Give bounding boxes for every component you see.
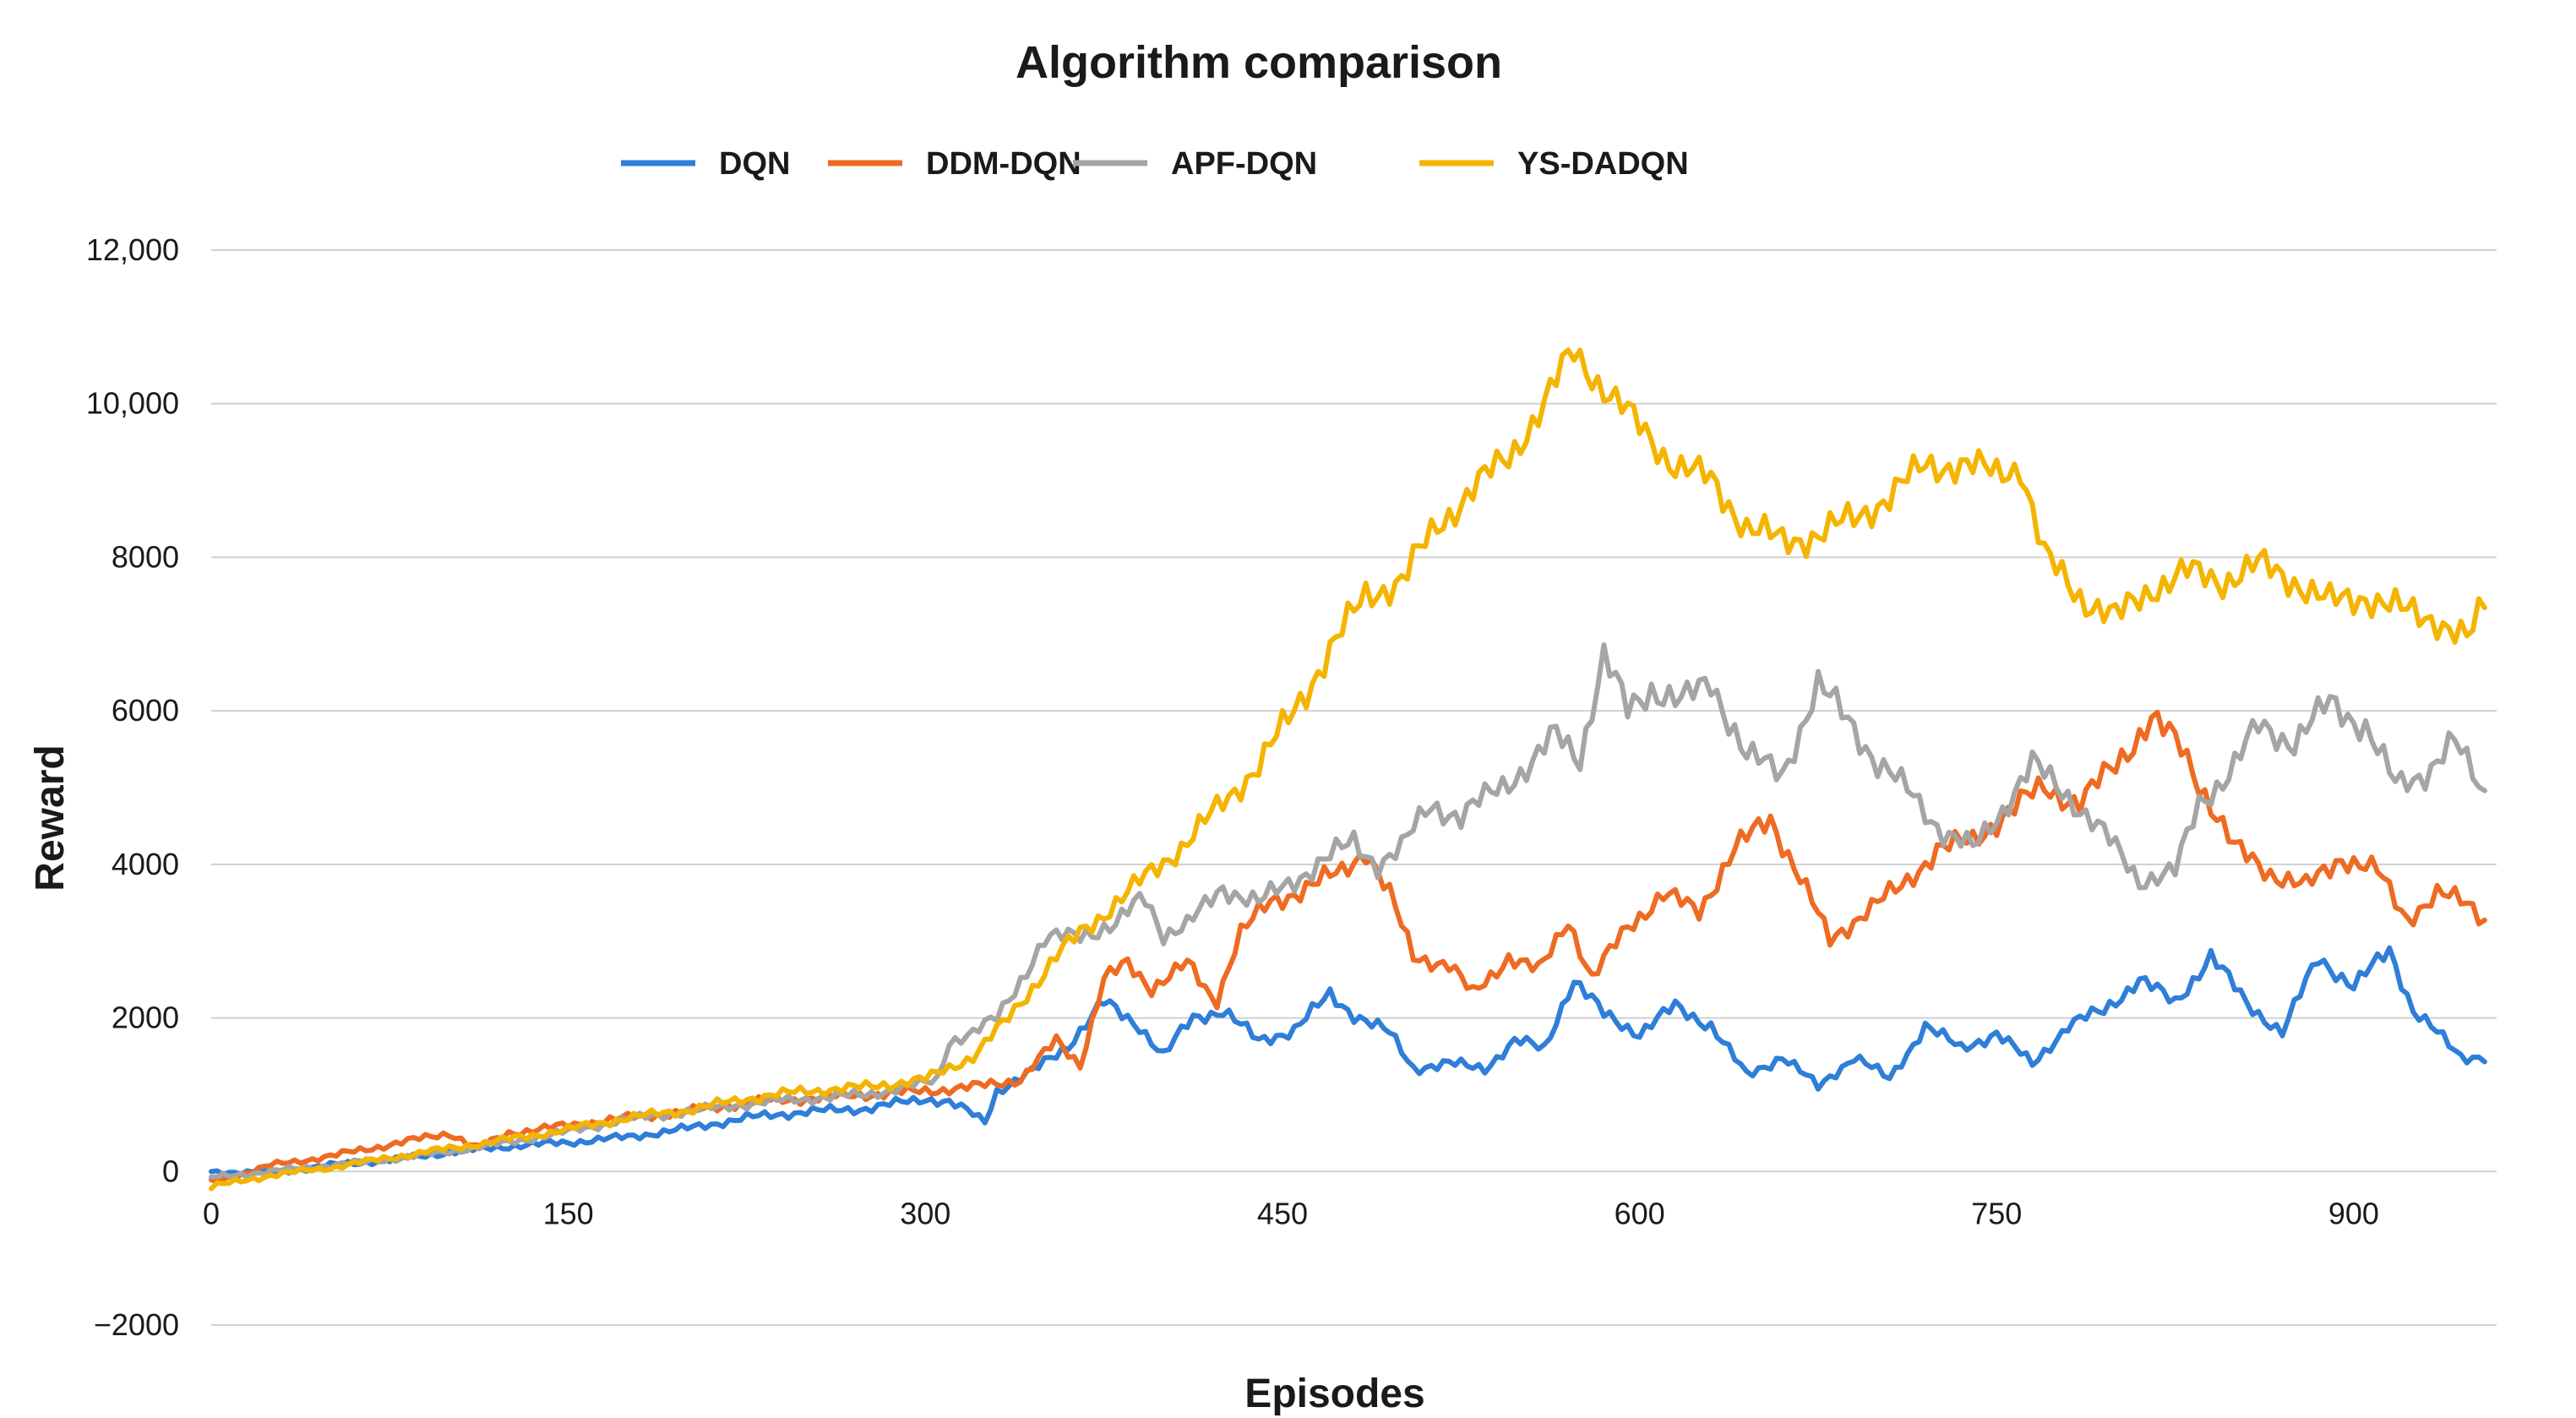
y-axis-ticks: −2000 0 2000 4000 6000 8000 10,000 12,000 xyxy=(86,232,179,1342)
y-tick-label: 0 xyxy=(162,1153,179,1188)
legend: DQN DDM-DQN APF-DQN YS-DADQN xyxy=(621,146,1689,182)
y-tick-label: 12,000 xyxy=(86,232,179,267)
series-lines xyxy=(209,347,2487,1192)
series-line-ys-dadqn xyxy=(209,347,2487,1192)
x-axis-ticks: 0 150 300 450 600 750 900 xyxy=(203,1196,2379,1230)
x-tick-label: 300 xyxy=(900,1196,950,1230)
x-tick-label: 600 xyxy=(1615,1196,1665,1230)
y-tick-label: 4000 xyxy=(112,847,179,881)
y-tick-label: −2000 xyxy=(94,1307,179,1342)
y-tick-label: 8000 xyxy=(112,539,179,574)
y-tick-label: 2000 xyxy=(112,1001,179,1035)
legend-label-dqn: DQN xyxy=(719,146,790,182)
legend-label-ys-dadqn: YS-DADQN xyxy=(1517,146,1689,182)
series-line-dqn xyxy=(209,945,2487,1178)
legend-label-ddm-dqn: DDM-DQN xyxy=(926,146,1081,182)
x-tick-label: 150 xyxy=(543,1196,594,1230)
x-tick-label: 450 xyxy=(1257,1196,1308,1230)
x-tick-label: 0 xyxy=(203,1196,220,1230)
x-tick-label: 900 xyxy=(2328,1196,2379,1230)
x-axis-label: Episodes xyxy=(1244,1372,1424,1416)
y-axis-label: Reward xyxy=(28,744,73,891)
y-tick-label: 10,000 xyxy=(86,386,179,421)
y-tick-label: 6000 xyxy=(112,693,179,728)
legend-label-apf-dqn: APF-DQN xyxy=(1171,146,1317,182)
x-tick-label: 750 xyxy=(1971,1196,2022,1230)
chart-title: Algorithm comparison xyxy=(1016,37,1502,88)
